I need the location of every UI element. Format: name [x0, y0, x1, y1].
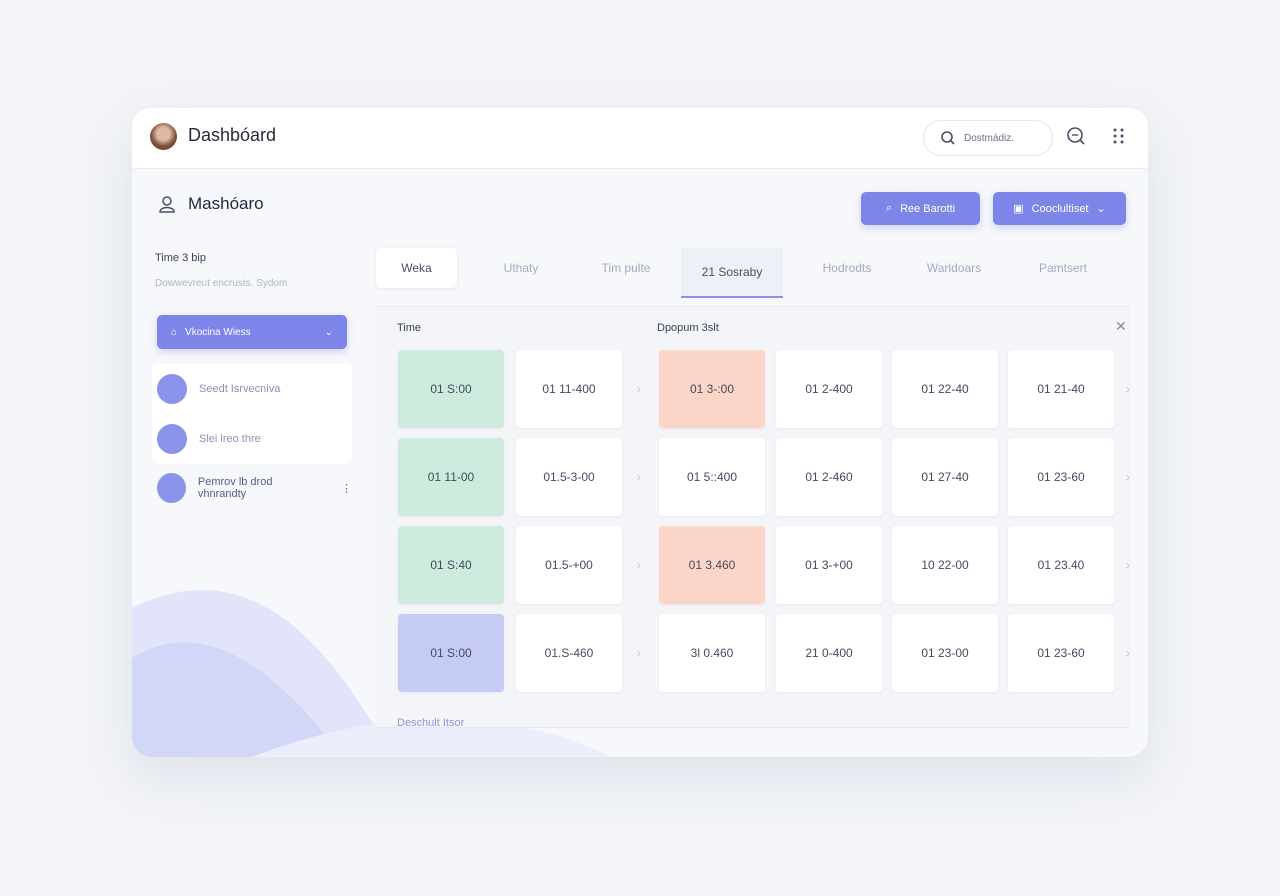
search-text: Dostmádiz.: [964, 132, 1015, 144]
row-chevron[interactable]: ›: [1126, 382, 1130, 396]
time-cell[interactable]: 01 5::400: [659, 438, 765, 516]
app-title: Dashbóard: [188, 125, 277, 145]
time-cell[interactable]: 01 23-00: [892, 614, 998, 692]
time-cell[interactable]: 01 2-400: [776, 350, 882, 428]
sidebar-item[interactable]: Pemrov lb drod vhnrandty ⋮: [152, 463, 352, 513]
top-bar: Dashbóard Dostmádiz.: [132, 108, 1148, 169]
dropdown-label: Vkocina Wiess: [185, 326, 251, 338]
time-cell[interactable]: 01.5-3-00: [516, 438, 622, 516]
wave-decoration: [132, 589, 612, 757]
sidebar-item[interactable]: Seedt Isrvecniva: [152, 364, 352, 414]
close-button[interactable]: ✕: [1115, 318, 1127, 334]
section-title: Mashóaro: [188, 194, 264, 213]
row-chevron[interactable]: ›: [637, 382, 641, 396]
tab[interactable]: 21 Sosraby: [681, 248, 783, 298]
avatar[interactable]: [150, 123, 177, 150]
row-chevron[interactable]: ›: [637, 646, 641, 660]
menu-button[interactable]: [1111, 127, 1127, 145]
time-cell[interactable]: 01 3.460: [659, 526, 765, 604]
time-cell[interactable]: 01 23.40: [1008, 526, 1114, 604]
time-cell[interactable]: 21 0-400: [776, 614, 882, 692]
time-cell[interactable]: 01 22-40: [892, 350, 998, 428]
tab[interactable]: Tim pulte: [601, 261, 651, 275]
search-icon: [941, 131, 955, 145]
window: Dashbóard Dostmádiz. Mashóaro ⌕ Ree Barot…: [132, 108, 1148, 757]
time-cell[interactable]: 01 11-400: [516, 350, 622, 428]
tab[interactable]: Weka: [376, 248, 457, 288]
tab[interactable]: Warldoars: [926, 261, 982, 275]
row-chevron[interactable]: ›: [1126, 558, 1130, 572]
table-left-title: Time: [397, 322, 422, 334]
time-cell[interactable]: 01 3-+00: [776, 526, 882, 604]
time-cell[interactable]: 10 22-00: [892, 526, 998, 604]
action-dropdown[interactable]: ▣ Cooclultiset ⌄: [993, 192, 1126, 225]
row-chevron[interactable]: ›: [637, 558, 641, 572]
sidebar-subtitle: Dowwevreut encrusts. Sydom: [155, 278, 288, 289]
table-footer: Deschult Itsor: [397, 717, 465, 729]
time-cell[interactable]: 01 S:00: [398, 350, 504, 428]
time-cell[interactable]: 01 3-:00: [659, 350, 765, 428]
time-cell[interactable]: 01 11-00: [398, 438, 504, 516]
time-cell[interactable]: 01 S:00: [398, 614, 504, 692]
time-cell[interactable]: 01.S-460: [516, 614, 622, 692]
sidebar-title: Time 3 bip: [155, 252, 206, 264]
sidebar-list-bg: [152, 364, 352, 464]
tab[interactable]: Pamtsert: [1038, 261, 1087, 275]
button-label: Ree Barotti: [900, 202, 956, 215]
time-cell[interactable]: 01 23-60: [1008, 614, 1114, 692]
row-chevron[interactable]: ›: [1126, 646, 1130, 660]
sidebar-dropdown[interactable]: ⌂ Vkocina Wiess ⌄: [157, 315, 347, 349]
time-cell[interactable]: 01 23-60: [1008, 438, 1114, 516]
time-cell[interactable]: 01 S:40: [398, 526, 504, 604]
search-box[interactable]: Dostmádiz.: [923, 120, 1053, 156]
tab[interactable]: Uthaty: [503, 261, 539, 275]
time-cell[interactable]: 01.5-+00: [516, 526, 622, 604]
user-icon: [159, 196, 175, 213]
tab[interactable]: Hodrodts: [822, 261, 872, 275]
time-cell[interactable]: 01 21-40: [1008, 350, 1114, 428]
row-chevron[interactable]: ›: [637, 470, 641, 484]
tab-bar: Weka Uthaty Tim pulte 21 Sosraby Hodrodts War…: [376, 248, 1130, 307]
sidebar-item[interactable]: Slei lreo thre: [152, 414, 352, 464]
button-label: Cooclultiset: [1031, 202, 1089, 215]
table-right-title: Dpopum 3slt: [657, 322, 719, 334]
row-chevron[interactable]: ›: [1126, 470, 1130, 484]
time-cell[interactable]: 3l 0.460: [659, 614, 765, 692]
time-cell[interactable]: 01 27-40: [892, 438, 998, 516]
time-cell[interactable]: 01 2-460: [776, 438, 882, 516]
action-button[interactable]: ⌕ Ree Barotti: [861, 192, 980, 225]
zoom-button[interactable]: [1064, 124, 1088, 148]
